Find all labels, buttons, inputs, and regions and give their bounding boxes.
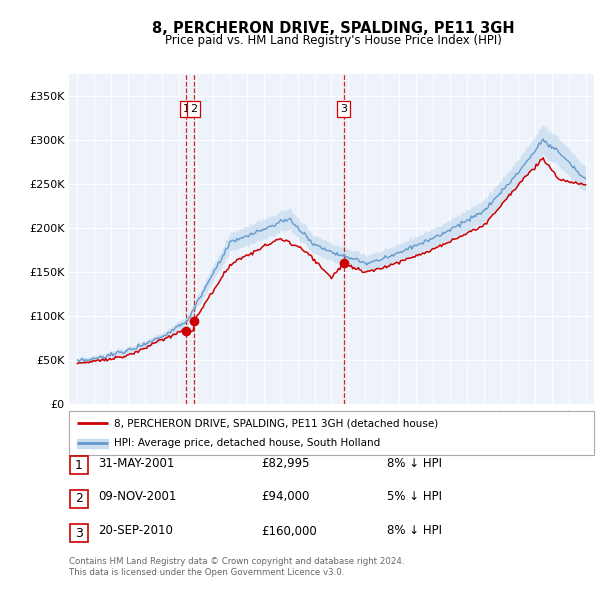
Text: Price paid vs. HM Land Registry's House Price Index (HPI): Price paid vs. HM Land Registry's House …: [164, 34, 502, 47]
Text: 09-NOV-2001: 09-NOV-2001: [98, 490, 176, 503]
Text: This data is licensed under the Open Government Licence v3.0.: This data is licensed under the Open Gov…: [69, 568, 344, 577]
Text: 8, PERCHERON DRIVE, SPALDING, PE11 3GH (detached house): 8, PERCHERON DRIVE, SPALDING, PE11 3GH (…: [113, 418, 438, 428]
Text: Contains HM Land Registry data © Crown copyright and database right 2024.: Contains HM Land Registry data © Crown c…: [69, 558, 404, 566]
Text: 31-MAY-2001: 31-MAY-2001: [98, 457, 174, 470]
Text: 3: 3: [75, 526, 83, 540]
Text: £82,995: £82,995: [261, 457, 310, 470]
Text: 2: 2: [190, 104, 197, 114]
FancyBboxPatch shape: [70, 525, 88, 542]
FancyBboxPatch shape: [70, 457, 88, 474]
Text: 1: 1: [182, 104, 190, 114]
Text: 3: 3: [340, 104, 347, 114]
Text: 1: 1: [75, 458, 83, 472]
Text: 8% ↓ HPI: 8% ↓ HPI: [387, 525, 442, 537]
FancyBboxPatch shape: [69, 411, 594, 455]
Text: 8, PERCHERON DRIVE, SPALDING, PE11 3GH: 8, PERCHERON DRIVE, SPALDING, PE11 3GH: [152, 21, 514, 35]
Text: £94,000: £94,000: [261, 490, 310, 503]
Text: 20-SEP-2010: 20-SEP-2010: [98, 525, 173, 537]
Text: £160,000: £160,000: [261, 525, 317, 537]
Text: HPI: Average price, detached house, South Holland: HPI: Average price, detached house, Sout…: [113, 438, 380, 448]
Text: 8% ↓ HPI: 8% ↓ HPI: [387, 457, 442, 470]
Text: 5% ↓ HPI: 5% ↓ HPI: [387, 490, 442, 503]
Text: 2: 2: [75, 492, 83, 506]
FancyBboxPatch shape: [70, 490, 88, 507]
